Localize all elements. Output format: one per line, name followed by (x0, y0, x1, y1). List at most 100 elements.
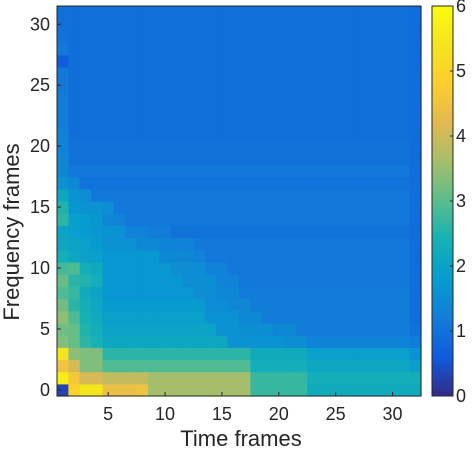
heatmap-cell (375, 383, 388, 397)
heatmap-cell (227, 359, 240, 373)
heatmap-cell (409, 213, 422, 226)
heatmap-cell (159, 335, 172, 348)
heatmap-cell (227, 383, 240, 397)
heatmap-cell (364, 237, 377, 251)
heatmap-cell (295, 298, 308, 312)
heatmap-cell (159, 213, 172, 226)
heatmap-cell (409, 30, 422, 44)
heatmap-cell (239, 310, 251, 324)
heatmap-cell (341, 359, 354, 373)
heatmap-cell (330, 79, 342, 92)
heatmap-cell (284, 164, 297, 178)
heatmap-cell (57, 359, 69, 373)
heatmap-cell (182, 127, 195, 141)
heatmap-cell (216, 188, 229, 202)
heatmap-cell (136, 225, 149, 239)
heatmap-cell (125, 237, 138, 251)
heatmap-cell (159, 66, 172, 80)
heatmap-cell (79, 274, 92, 287)
heatmap-cell (295, 66, 308, 80)
heatmap-cell (250, 42, 263, 56)
heatmap-cell (136, 42, 149, 56)
heatmap-cell (136, 201, 149, 214)
heatmap-cell (204, 347, 217, 361)
heatmap-cell (398, 140, 411, 153)
heatmap-cell (386, 201, 399, 214)
heatmap-cell (68, 103, 81, 117)
heatmap-cell (318, 286, 331, 300)
heatmap-cell (307, 79, 320, 92)
heatmap-cell (170, 237, 183, 251)
heatmap-cell (273, 54, 286, 68)
heatmap-cell (341, 79, 354, 92)
heatmap-cell (364, 261, 377, 275)
heatmap-cell (204, 91, 217, 105)
heatmap-cell (273, 30, 286, 44)
heatmap-cell (216, 54, 229, 68)
heatmap-cell (113, 164, 126, 178)
heatmap-cell (91, 286, 104, 300)
heatmap-cell (79, 115, 92, 129)
heatmap-cell (79, 54, 92, 68)
heatmap-cell (57, 127, 69, 141)
heatmap-cell (375, 274, 388, 287)
heatmap-cell (113, 18, 126, 31)
heatmap-cell (284, 79, 297, 92)
heatmap-cell (398, 261, 411, 275)
heatmap-cell (295, 261, 308, 275)
heatmap-cell (193, 286, 206, 300)
heatmap-cell (284, 176, 297, 190)
heatmap-cell (182, 54, 195, 68)
heatmap-cell (79, 213, 92, 226)
heatmap-cell (216, 249, 229, 263)
heatmap-cell (91, 18, 104, 31)
heatmap-cell (204, 261, 217, 275)
colorbar (432, 6, 453, 396)
heatmap-cell (364, 79, 377, 92)
heatmap-cell (159, 249, 172, 263)
heatmap-cell (318, 249, 331, 263)
heatmap-cell (409, 274, 422, 287)
heatmap-cell (227, 310, 240, 324)
heatmap-cell (284, 274, 297, 287)
heatmap-cell (284, 249, 297, 263)
heatmap-cell (375, 79, 388, 92)
heatmap-cell (295, 383, 308, 397)
heatmap-cell (398, 322, 411, 336)
heatmap-cell (216, 66, 229, 80)
heatmap-cell (227, 298, 240, 312)
heatmap-cell (216, 201, 229, 214)
heatmap-cell (307, 91, 320, 105)
heatmap-cell (398, 103, 411, 117)
heatmap-cell (113, 54, 126, 68)
heatmap-cell (159, 298, 172, 312)
heatmap-cell (216, 127, 229, 141)
heatmap-cell (216, 335, 229, 348)
heatmap-cell (318, 115, 331, 129)
heatmap-cell (91, 42, 104, 56)
heatmap-cell (273, 176, 286, 190)
heatmap-cell (102, 176, 115, 190)
heatmap-cell (68, 249, 81, 263)
heatmap-cell (113, 127, 126, 141)
heatmap-cell (341, 103, 354, 117)
heatmap-cell (364, 66, 377, 80)
heatmap-cell (136, 66, 149, 80)
heatmap-cell (261, 249, 274, 263)
heatmap-cell (193, 66, 206, 80)
heatmap-cell (398, 6, 411, 19)
heatmap-cell (57, 274, 69, 287)
heatmap-cell (125, 164, 138, 178)
heatmap-cell (193, 359, 206, 373)
heatmap-cell (204, 298, 217, 312)
heatmap-cell (261, 347, 274, 361)
heatmap-cell (307, 127, 320, 141)
heatmap-cell (250, 164, 263, 178)
heatmap-cell (295, 91, 308, 105)
heatmap-cell (386, 115, 399, 129)
colorbar-tick-label: 3 (456, 191, 466, 211)
heatmap-cell (68, 347, 81, 361)
heatmap-cell (170, 213, 183, 226)
heatmap-cell (113, 225, 126, 239)
heatmap-cell (261, 54, 274, 68)
